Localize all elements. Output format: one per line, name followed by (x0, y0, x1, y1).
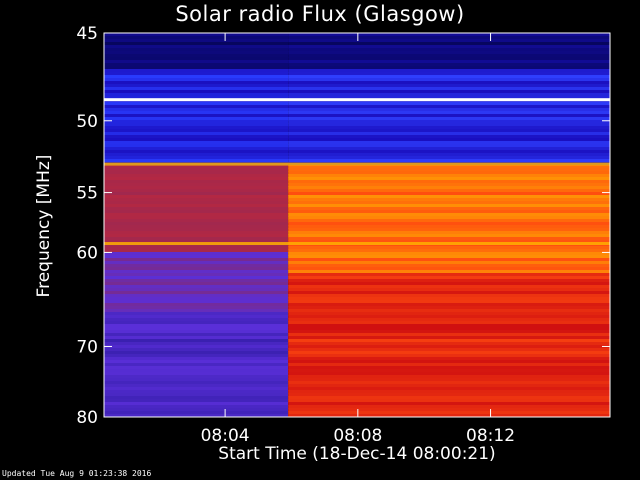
plot-frame (103, 32, 611, 418)
y-tick-label: 45 (76, 24, 98, 44)
y-tick-label: 80 (76, 408, 98, 428)
x-tick-label: 08:04 (201, 426, 250, 446)
spectrogram-heatmap (104, 33, 610, 417)
y-tick-label: 50 (76, 112, 98, 132)
chart-title: Solar radio Flux (Glasgow) (175, 2, 465, 26)
x-tick-label: 08:08 (333, 426, 382, 446)
x-axis-label: Start Time (18-Dec-14 08:00:21) (218, 444, 496, 464)
x-tick-label: 08:12 (466, 426, 515, 446)
y-tick-label: 55 (76, 184, 98, 204)
y-axis-label: Frequency [MHz] (34, 154, 54, 298)
updated-timestamp: Updated Tue Aug 9 01:23:38 2016 (2, 469, 152, 478)
y-tick-label: 70 (76, 337, 98, 357)
axis-ticks: 45 50 55 60 70 80 08:04 08:08 08:12 (76, 24, 610, 446)
y-tick-label: 60 (76, 243, 98, 263)
